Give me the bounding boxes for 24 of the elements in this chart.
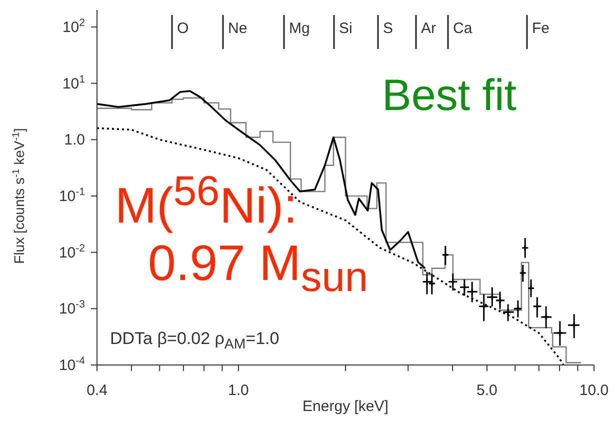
y-tick-label: 10$^{1}$ <box>62 73 86 92</box>
annotation: Ca <box>453 20 472 38</box>
annotation: DDTa β=0.02 ρ$_{AM}$=1.0 <box>110 329 280 353</box>
y-tick-label: 10$^{-1}$ <box>58 186 86 205</box>
x-tick-label: 0.4 <box>86 382 108 399</box>
annotation: Ne <box>228 20 248 38</box>
annotation: Ar <box>421 20 436 38</box>
x-tick-label: 1.0 <box>228 382 249 399</box>
annotation: Best fit <box>382 71 516 120</box>
annotation: S <box>383 20 394 38</box>
y-tick-label: 1.0 <box>64 132 85 149</box>
annotation: M($^{56}$Ni): <box>115 167 298 234</box>
y-tick-label: 10$^{-3}$ <box>58 298 86 318</box>
annotation: Si <box>339 20 352 38</box>
y-tick-label: 10$^{2}$ <box>62 16 86 36</box>
annotation: Fe <box>532 20 550 38</box>
y-tick-label: 10$^{-4}$ <box>58 355 86 374</box>
annotation: Mg <box>289 20 310 38</box>
annotation: O <box>177 20 189 38</box>
y-tick-label: 10$^{-2}$ <box>58 242 86 262</box>
x-axis-title: Energy [keV] <box>302 398 388 415</box>
annotation: 0.97 M$_{sun}$ <box>148 235 368 300</box>
x-tick-label: 10.0 <box>579 382 609 399</box>
x-tick-label: 5.0 <box>476 382 498 399</box>
